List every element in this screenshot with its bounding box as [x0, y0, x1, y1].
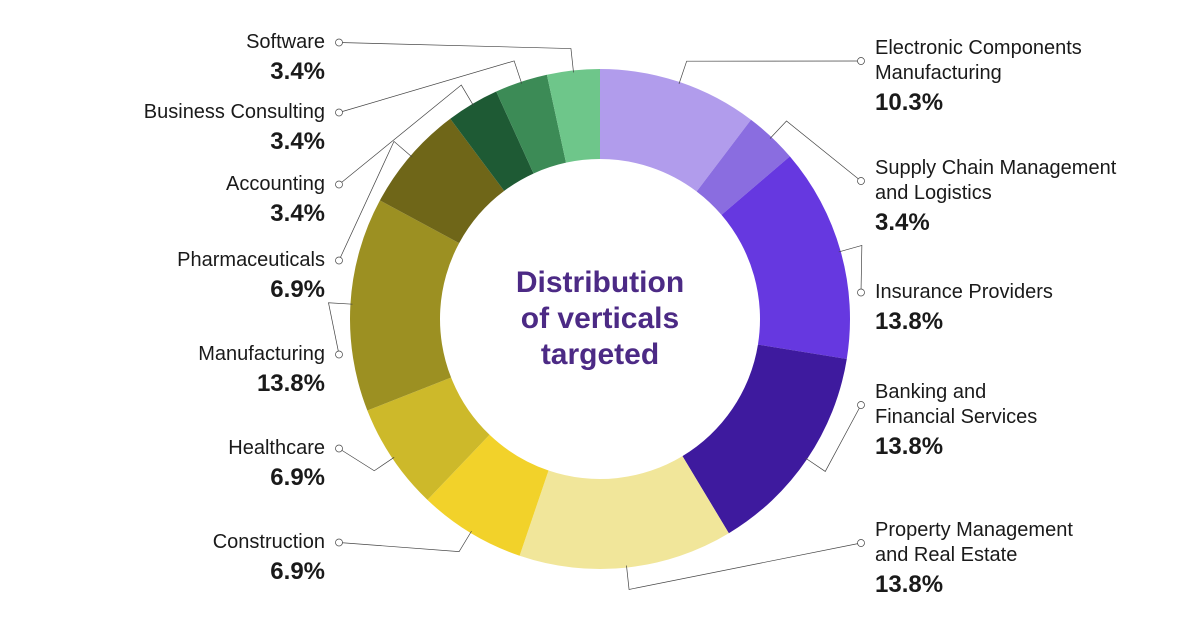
slice-label-name: Property Managementand Real Estate: [875, 518, 1073, 568]
leader-dot: [858, 178, 865, 185]
slice-label-percent: 13.8%: [198, 369, 325, 399]
slice-label-percent: 13.8%: [875, 570, 1073, 600]
slice-label: Healthcare6.9%: [228, 436, 325, 493]
slice-label-name: Manufacturing: [198, 342, 325, 367]
slice-label: Supply Chain Managementand Logistics3.4%: [875, 156, 1116, 238]
leader-dot: [336, 351, 343, 358]
slice-label-name: Construction: [213, 530, 325, 555]
slice-label-name: Business Consulting: [144, 100, 325, 125]
leader-dot: [336, 181, 343, 188]
slice-label-name: Healthcare: [228, 436, 325, 461]
slice-label-percent: 3.4%: [226, 199, 325, 229]
leader-dot: [858, 289, 865, 296]
slice-label-percent: 3.4%: [144, 127, 325, 157]
leader-dot: [858, 540, 865, 547]
slice-label: Business Consulting3.4%: [144, 100, 325, 157]
slice-label-percent: 6.9%: [213, 557, 325, 587]
slice-label-percent: 13.8%: [875, 307, 1053, 337]
slice-label: Accounting3.4%: [226, 172, 325, 229]
donut-chart: Distributionof verticalstargeted Electro…: [0, 0, 1200, 638]
leader-dot: [858, 58, 865, 65]
slice-label: Banking andFinancial Services13.8%: [875, 380, 1037, 462]
slice-label-name: Insurance Providers: [875, 280, 1053, 305]
slice-label-name: Accounting: [226, 172, 325, 197]
slice-label: Manufacturing13.8%: [198, 342, 325, 399]
slice-label-name: Pharmaceuticals: [177, 248, 325, 273]
slice-label-name: Banking andFinancial Services: [875, 380, 1037, 430]
slice-label-percent: 3.4%: [246, 57, 325, 87]
slice-label: Property Managementand Real Estate13.8%: [875, 518, 1073, 600]
slice-label-name: Software: [246, 30, 325, 55]
slice-label: Insurance Providers13.8%: [875, 280, 1053, 337]
slice-label-percent: 10.3%: [875, 88, 1082, 118]
slice-label: Software3.4%: [246, 30, 325, 87]
slice-label-percent: 6.9%: [228, 463, 325, 493]
leader-dot: [858, 402, 865, 409]
slice-label-name: Supply Chain Managementand Logistics: [875, 156, 1116, 206]
slice-label-percent: 6.9%: [177, 275, 325, 305]
leader-dot: [336, 39, 343, 46]
slice-label: Electronic ComponentsManufacturing10.3%: [875, 36, 1082, 118]
leader-dot: [336, 445, 343, 452]
slice-label: Construction6.9%: [213, 530, 325, 587]
leader-dot: [336, 539, 343, 546]
slice-label: Pharmaceuticals6.9%: [177, 248, 325, 305]
leader-dot: [336, 109, 343, 116]
slice-label-percent: 3.4%: [875, 208, 1116, 238]
leader-dot: [336, 257, 343, 264]
slice-label-percent: 13.8%: [875, 432, 1037, 462]
slice-label-name: Electronic ComponentsManufacturing: [875, 36, 1082, 86]
